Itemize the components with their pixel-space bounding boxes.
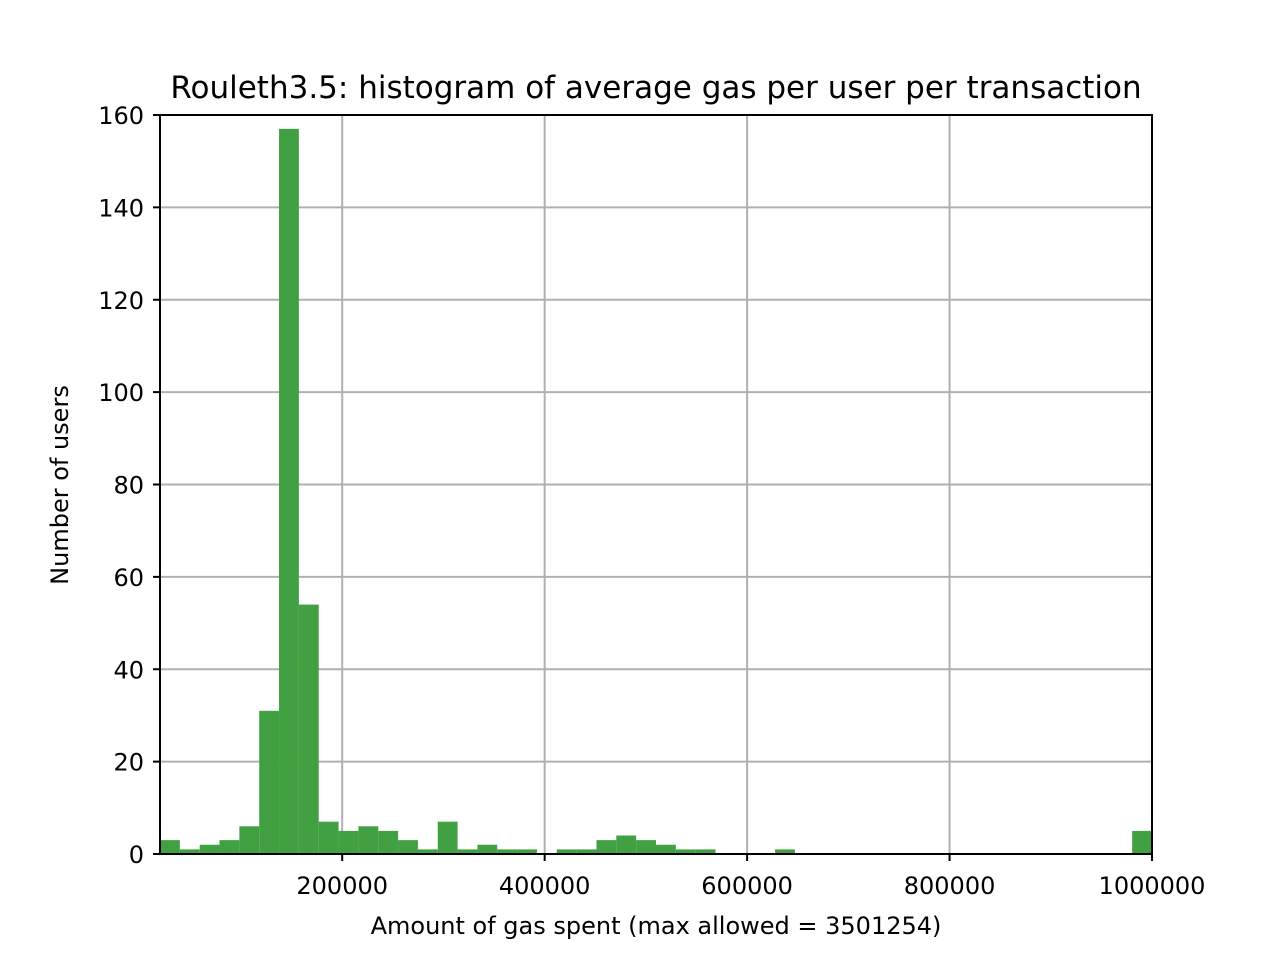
histogram-bar [695, 849, 716, 854]
histogram-bar [656, 844, 676, 854]
y-tick-label: 40 [113, 656, 144, 684]
histogram-bar [417, 849, 438, 854]
histogram-bar [398, 840, 418, 854]
histogram-bar [318, 821, 339, 854]
histogram-bars [160, 128, 1152, 854]
histogram-bar [160, 840, 180, 854]
histogram-bar [775, 849, 795, 854]
chart-title: Rouleth3.5: histogram of average gas per… [170, 70, 1141, 106]
x-tick-label: 1000000 [1099, 872, 1206, 900]
y-tick-label: 160 [98, 102, 144, 130]
histogram-bar [596, 840, 617, 854]
histogram-bar [576, 849, 597, 854]
x-tick-label: 800000 [904, 872, 996, 900]
axis-ticks: 200000 400000 600000 800000 1000000 0 20 40 60 80… [98, 102, 1205, 900]
histogram-bar [298, 604, 319, 854]
x-tick-label: 600000 [701, 872, 793, 900]
histogram-bar [437, 821, 458, 854]
histogram-bar [279, 128, 299, 854]
histogram-bar [259, 710, 280, 854]
histogram-bar [1132, 830, 1152, 854]
y-tick-label: 0 [129, 841, 144, 869]
histogram-bar [219, 840, 240, 854]
histogram-bar [199, 844, 220, 854]
x-axis-label: Amount of gas spent (max allowed = 35012… [371, 912, 942, 940]
x-tick-label: 200000 [296, 872, 388, 900]
histogram-bar [616, 835, 637, 854]
x-tick-label: 400000 [499, 872, 591, 900]
y-tick-label: 80 [113, 472, 144, 500]
histogram-bar [477, 844, 498, 854]
histogram-bar [517, 849, 537, 854]
histogram-bar [338, 830, 359, 854]
y-tick-label: 100 [98, 379, 144, 407]
y-axis-label: Number of users [46, 385, 74, 585]
histogram-bar [378, 830, 399, 854]
y-tick-label: 60 [113, 564, 144, 592]
histogram-bar [239, 826, 260, 854]
histogram-bar [497, 849, 518, 854]
histogram-bar [556, 849, 577, 854]
y-tick-label: 140 [98, 194, 144, 222]
histogram-bar [636, 840, 656, 854]
histogram-bar [358, 826, 379, 854]
histogram-bar [457, 849, 478, 854]
y-tick-label: 120 [98, 287, 144, 315]
histogram-bar [675, 849, 696, 854]
y-tick-label: 20 [113, 749, 144, 777]
histogram-bar [179, 849, 200, 854]
